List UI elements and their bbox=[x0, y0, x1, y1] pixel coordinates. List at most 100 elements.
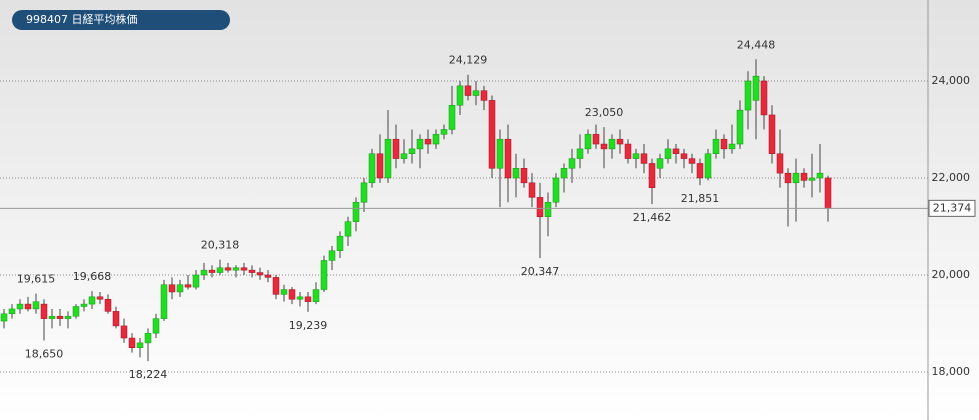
candle-body bbox=[536, 197, 544, 218]
candle-body bbox=[624, 143, 632, 159]
candle-body bbox=[480, 90, 488, 101]
candle-body bbox=[584, 134, 592, 150]
candle-body bbox=[224, 267, 232, 271]
candle-body bbox=[128, 337, 136, 348]
candle-body bbox=[792, 172, 800, 184]
candle-body bbox=[600, 143, 608, 150]
annotation: 18,224 bbox=[129, 368, 168, 381]
candle-body bbox=[208, 269, 216, 273]
last-price-label: 21,374 bbox=[933, 201, 972, 214]
candle-body bbox=[440, 129, 448, 135]
chart-title: 998407 日経平均株価 bbox=[26, 12, 138, 26]
candle-body bbox=[312, 289, 320, 302]
candle-body bbox=[200, 269, 208, 276]
candle-body bbox=[368, 153, 376, 184]
candle-body bbox=[776, 153, 784, 174]
candle-body bbox=[168, 284, 176, 293]
candle-body bbox=[152, 318, 160, 334]
annotation: 19,668 bbox=[73, 270, 112, 283]
y-tick-label: 18,000 bbox=[932, 365, 971, 378]
candle-body bbox=[216, 267, 224, 273]
candle-body bbox=[496, 138, 504, 169]
candle-body bbox=[528, 182, 536, 198]
y-tick-label: 20,000 bbox=[932, 268, 971, 281]
candle-body bbox=[384, 138, 392, 179]
candle-body bbox=[40, 303, 48, 319]
candle-body bbox=[488, 100, 496, 169]
candle-body bbox=[112, 311, 120, 327]
annotation: 19,239 bbox=[289, 319, 328, 332]
candle-body bbox=[520, 168, 528, 184]
annotation: 24,448 bbox=[737, 38, 776, 51]
candle-body bbox=[752, 75, 760, 101]
last-price-box bbox=[928, 199, 976, 217]
annotation: 21,462 bbox=[633, 211, 672, 224]
candle-body bbox=[376, 153, 384, 179]
candle-body bbox=[272, 277, 280, 295]
candle-body bbox=[744, 80, 752, 111]
candle-body bbox=[64, 315, 72, 319]
candle-body bbox=[104, 298, 112, 312]
candle-body bbox=[736, 109, 744, 145]
candle-body bbox=[616, 138, 624, 145]
candle-body bbox=[424, 138, 432, 145]
candle-body bbox=[808, 177, 816, 181]
candle-body bbox=[336, 235, 344, 251]
candle-body bbox=[360, 182, 368, 203]
y-tick-label: 24,000 bbox=[932, 74, 971, 87]
candle-body bbox=[560, 168, 568, 179]
candle-body bbox=[184, 284, 192, 288]
candle-body bbox=[632, 153, 640, 159]
candle-body bbox=[552, 177, 560, 203]
candle-body bbox=[704, 153, 712, 179]
annotation: 20,318 bbox=[201, 239, 240, 252]
candle-body bbox=[88, 296, 96, 305]
candle-body bbox=[304, 296, 312, 302]
candle-body bbox=[16, 303, 24, 310]
candle-body bbox=[608, 138, 616, 150]
candle-body bbox=[192, 274, 200, 288]
candle-body bbox=[464, 85, 472, 96]
candle-body bbox=[296, 296, 304, 300]
candle-body bbox=[664, 148, 672, 159]
candle-body bbox=[784, 172, 792, 184]
candle-body bbox=[648, 163, 656, 188]
candle-body bbox=[248, 269, 256, 273]
candle-body bbox=[672, 148, 680, 154]
annotation: 23,050 bbox=[585, 106, 624, 119]
candle-body bbox=[728, 143, 736, 150]
candle-body bbox=[448, 104, 456, 130]
candle-body bbox=[688, 158, 696, 164]
candle-body bbox=[80, 303, 88, 307]
y-tick-label: 22,000 bbox=[932, 171, 971, 184]
candle-body bbox=[280, 289, 288, 295]
candle-body bbox=[176, 284, 184, 293]
candle-body bbox=[824, 177, 832, 209]
annotation: 20,347 bbox=[521, 265, 560, 278]
candle-body bbox=[640, 153, 648, 164]
candle-body bbox=[72, 306, 80, 317]
candle-body bbox=[472, 90, 480, 96]
candle-body bbox=[160, 284, 168, 319]
candle-body bbox=[512, 168, 520, 179]
annotation: 18,650 bbox=[25, 347, 64, 360]
candle-body bbox=[416, 138, 424, 150]
candle-body bbox=[592, 134, 600, 145]
title-badge bbox=[12, 10, 230, 30]
candle-body bbox=[544, 201, 552, 218]
candle-body bbox=[696, 163, 704, 179]
candle-body bbox=[288, 289, 296, 300]
annotation: 21,851 bbox=[681, 192, 720, 205]
candle-body bbox=[408, 148, 416, 154]
candle-body bbox=[816, 172, 824, 179]
candle-body bbox=[504, 138, 512, 179]
annotation: 24,129 bbox=[449, 54, 488, 67]
candle-body bbox=[720, 138, 728, 150]
candle-body bbox=[120, 325, 128, 339]
candle-body bbox=[352, 201, 360, 222]
candle-body bbox=[456, 85, 464, 106]
candle-body bbox=[432, 134, 440, 145]
candle-body bbox=[800, 172, 808, 181]
